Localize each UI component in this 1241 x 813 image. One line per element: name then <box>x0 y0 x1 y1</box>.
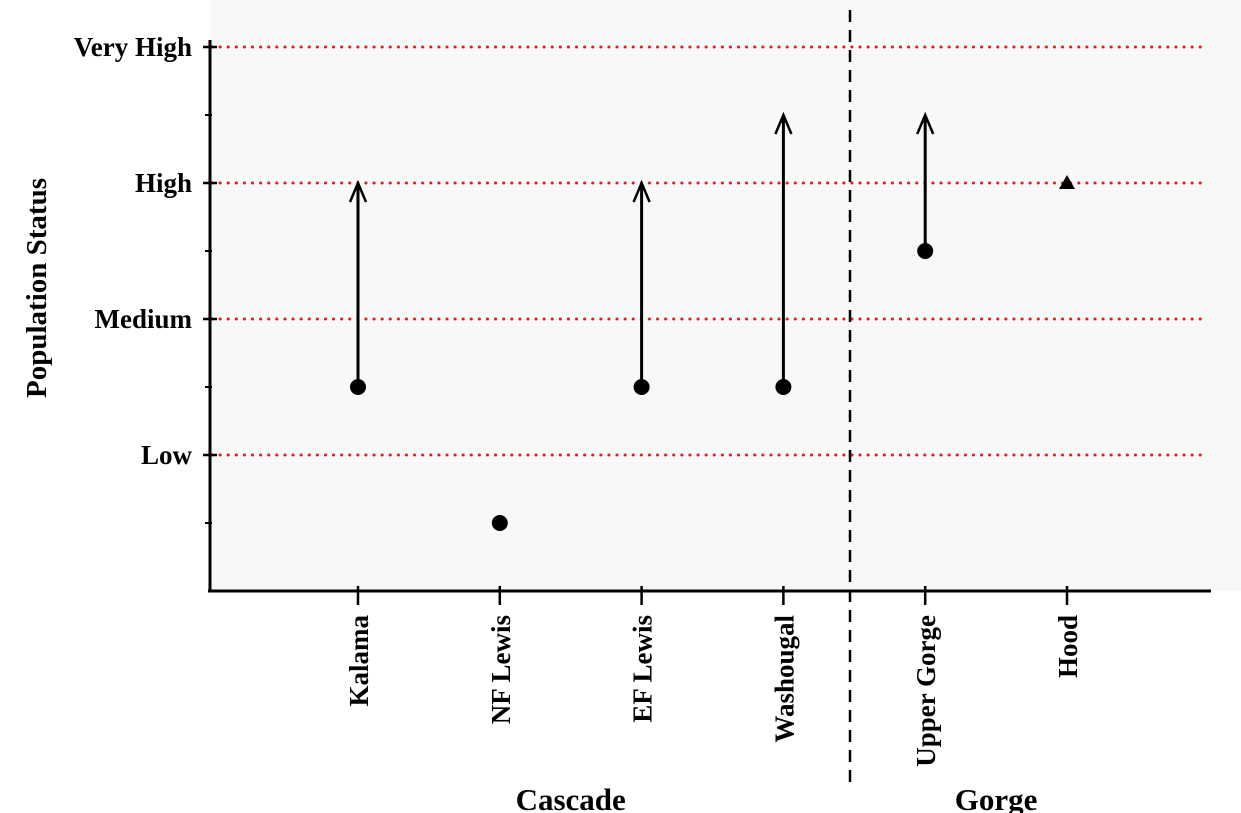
y-tick-label: High <box>135 168 192 198</box>
x-tick-label: NF Lewis <box>486 615 516 724</box>
axes <box>208 40 1211 593</box>
y-tick-label: Medium <box>95 304 193 334</box>
reference-lines <box>210 45 1205 457</box>
x-tick-label: Upper Gorge <box>911 615 941 767</box>
x-tick-label: EF Lewis <box>628 615 658 723</box>
group-label: Gorge <box>955 782 1038 813</box>
data-point-triangle <box>1059 175 1075 189</box>
y-tick-label: Low <box>141 440 193 470</box>
arrow-head <box>774 111 793 135</box>
arrow-head <box>916 111 935 135</box>
data-point <box>350 379 366 395</box>
x-tick-label: Washougal <box>769 615 799 743</box>
data-point <box>775 379 792 395</box>
data-marks <box>348 111 1075 531</box>
plot-background <box>210 0 1241 591</box>
group-labels: Cascade Gorge <box>516 782 1038 813</box>
group-label: Cascade <box>516 782 626 813</box>
data-point <box>917 243 934 259</box>
arrow-head <box>348 179 368 203</box>
data-point <box>633 379 650 395</box>
data-point <box>491 515 508 531</box>
x-tick-label: Hood <box>1053 615 1083 678</box>
arrow-head <box>632 179 651 203</box>
x-axis-ticks: Kalama NF Lewis EF Lewis Washougal Upper Gor… <box>344 586 1083 767</box>
y-axis-title: Population Status <box>21 178 53 398</box>
x-tick-label: Kalama <box>344 615 374 707</box>
y-tick-label: Very High <box>74 32 192 62</box>
y-axis-ticks: Low Medium High Very High <box>74 32 217 524</box>
